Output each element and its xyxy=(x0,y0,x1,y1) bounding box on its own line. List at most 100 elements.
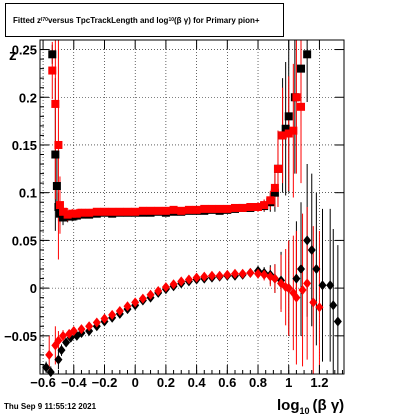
data-point-diamond xyxy=(161,282,170,293)
data-point-square xyxy=(63,210,72,219)
data-point-square xyxy=(297,102,306,111)
data-point-diamond xyxy=(307,244,316,255)
data-point-square xyxy=(230,203,239,212)
data-point-square xyxy=(278,131,287,140)
x-axis-label-rest: (β γ) xyxy=(313,397,345,414)
data-point-square xyxy=(289,126,298,135)
data-point-square xyxy=(284,129,293,138)
x-tick-label: 1 xyxy=(285,375,292,390)
data-point-diamond xyxy=(223,269,232,280)
data-point-square xyxy=(59,213,68,222)
data-point-square xyxy=(260,201,269,210)
data-point-diamond xyxy=(333,316,342,327)
data-point-diamond xyxy=(42,362,51,373)
data-point-diamond xyxy=(326,280,335,291)
data-point-diamond xyxy=(298,285,307,296)
data-point-diamond xyxy=(318,280,327,291)
timestamp: Thu Sep 9 11:55:12 2021 xyxy=(4,402,97,411)
data-point-diamond xyxy=(177,276,186,287)
data-point-diamond xyxy=(270,273,279,284)
title-sub-b: 10 xyxy=(168,17,174,23)
data-point-diamond xyxy=(215,270,224,281)
data-point-diamond xyxy=(59,330,68,341)
x-tick-label: −0.4 xyxy=(61,375,87,390)
x-tick-label: 0.6 xyxy=(218,375,236,390)
data-point-diamond xyxy=(45,349,54,360)
data-point-diamond xyxy=(146,289,155,300)
data-point-diamond xyxy=(200,271,209,282)
y-tick-label: 0.25 xyxy=(12,43,37,58)
data-point-square xyxy=(51,99,60,108)
x-tick-label: 0.4 xyxy=(188,375,207,390)
data-point-square xyxy=(48,50,57,59)
data-point-diamond xyxy=(62,337,71,348)
data-point-square xyxy=(59,207,68,216)
data-point-diamond xyxy=(184,274,193,285)
data-point-diamond xyxy=(292,292,301,303)
title-sub-a: I70 xyxy=(41,17,48,23)
data-point-diamond xyxy=(246,267,255,278)
y-tick-label: 0.2 xyxy=(19,90,37,105)
axis-layer: −0.6 −0.4 −0.2 0 0.2 0.4 0.6 0.8 1 1.2 −0.05 0 0.05 0… xyxy=(4,39,344,390)
x-axis-label-sub: 10 xyxy=(300,406,310,414)
data-point-square xyxy=(115,207,124,216)
data-point-square xyxy=(177,206,186,215)
data-point-diamond xyxy=(297,264,306,275)
data-point-square xyxy=(215,204,224,213)
data-point-square xyxy=(51,150,60,159)
data-point-diamond xyxy=(292,273,301,284)
data-point-diamond xyxy=(123,301,132,312)
data-point-square xyxy=(270,188,279,197)
data-point-diamond xyxy=(85,321,94,332)
y-tick-label: 0.15 xyxy=(12,138,37,153)
x-tick-label: 0 xyxy=(132,375,139,390)
data-point-diamond xyxy=(108,309,117,320)
data-point-square xyxy=(281,124,290,133)
data-point-square xyxy=(207,204,216,213)
y-tick-label: 0 xyxy=(30,281,37,296)
x-axis-label: log10 (β γ) xyxy=(277,397,344,414)
data-point-diamond xyxy=(329,300,338,311)
data-point-square xyxy=(154,206,163,215)
plot-frame xyxy=(39,39,345,375)
data-point-square xyxy=(68,209,77,218)
x-tick-label: 1.2 xyxy=(310,375,328,390)
data-point-diamond xyxy=(309,297,318,308)
data-point-square xyxy=(108,207,117,216)
data-point-square xyxy=(246,203,255,211)
data-point-square xyxy=(292,93,301,102)
data-point-diamond xyxy=(115,306,124,317)
data-point-diamond xyxy=(238,268,247,279)
data-point-diamond xyxy=(192,272,201,283)
data-point-square xyxy=(92,207,101,216)
y-tick-label: −0.05 xyxy=(4,329,37,344)
x-tick-label: −0.6 xyxy=(30,375,56,390)
markers-layer xyxy=(42,50,342,378)
data-point-square xyxy=(254,203,263,211)
data-point-square xyxy=(161,206,170,215)
y-tick-label: 0.05 xyxy=(12,233,37,248)
data-point-diamond xyxy=(100,313,109,324)
data-point-diamond xyxy=(284,283,293,294)
data-point-square xyxy=(270,183,279,192)
data-point-diamond xyxy=(303,235,312,246)
data-point-square xyxy=(123,207,132,216)
data-point-diamond xyxy=(303,278,312,289)
x-tick-label: 0.8 xyxy=(249,375,267,390)
x-tick-label: −0.2 xyxy=(92,375,118,390)
data-point-square xyxy=(100,207,109,216)
data-point-diamond xyxy=(260,269,269,280)
data-point-diamond xyxy=(54,335,63,346)
data-point-square xyxy=(284,112,293,121)
data-point-square xyxy=(266,196,275,205)
data-point-diamond xyxy=(169,279,178,290)
data-point-diamond xyxy=(207,270,216,281)
data-point-square xyxy=(77,208,86,217)
data-point-square xyxy=(169,205,178,214)
data-point-square xyxy=(55,201,64,210)
title-part-a: Fitted z xyxy=(13,15,41,25)
data-point-square xyxy=(297,64,306,73)
x-axis-label-base: log xyxy=(277,397,300,414)
data-point-square xyxy=(223,204,232,213)
data-point-diamond xyxy=(230,268,239,279)
